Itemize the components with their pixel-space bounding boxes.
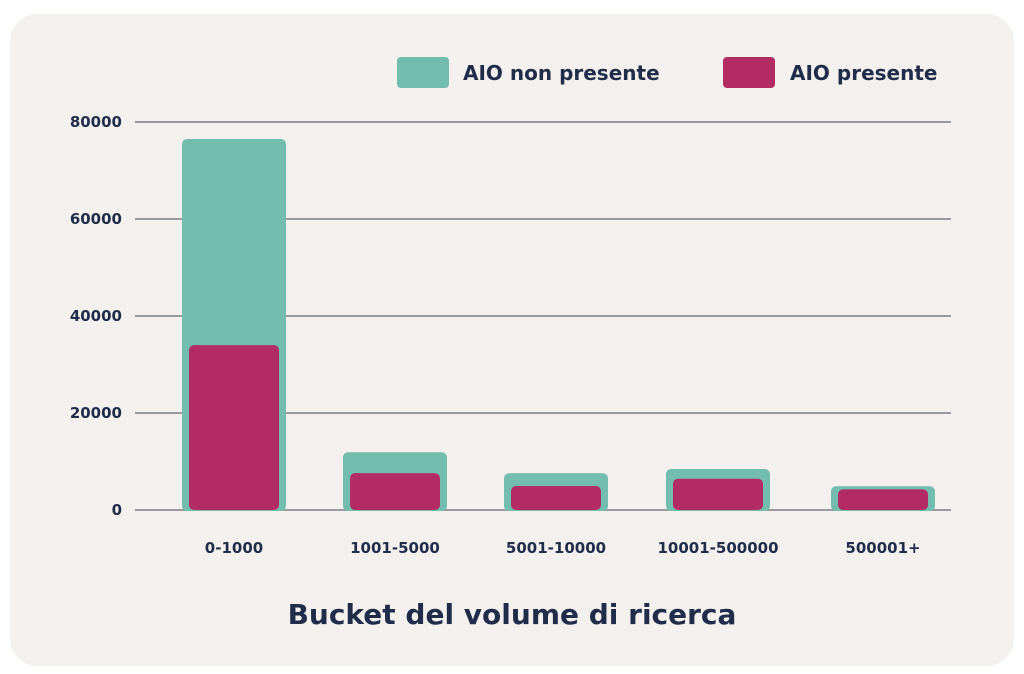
bar-aio-presente: [838, 489, 928, 510]
chart-card: [10, 14, 1014, 666]
x-tick-label: 1001-5000: [350, 539, 440, 557]
legend-swatch-aio-non-presente: [397, 57, 449, 88]
bar-aio-presente: [511, 485, 601, 510]
legend-label-aio-presente: AIO presente: [790, 61, 937, 85]
y-tick-label: 60000: [70, 210, 122, 228]
x-tick-label: 500001+: [845, 539, 920, 557]
legend-swatch-aio-presente: [723, 57, 775, 88]
bar-aio-presente: [350, 473, 440, 510]
x-tick-label: 5001-10000: [506, 539, 606, 557]
y-tick-label: 80000: [70, 113, 122, 131]
bar-aio-presente: [189, 345, 279, 510]
x-tick-label: 0-1000: [205, 539, 263, 557]
bar-aio-presente: [673, 478, 763, 510]
legend-label-aio-non-presente: AIO non presente: [463, 61, 660, 85]
x-axis-title: Bucket del volume di ricerca: [288, 598, 737, 631]
y-tick-label: 20000: [70, 404, 122, 422]
x-tick-label: 10001-500000: [657, 539, 778, 557]
y-tick-label: 40000: [70, 307, 122, 325]
y-tick-label: 0: [112, 501, 122, 519]
